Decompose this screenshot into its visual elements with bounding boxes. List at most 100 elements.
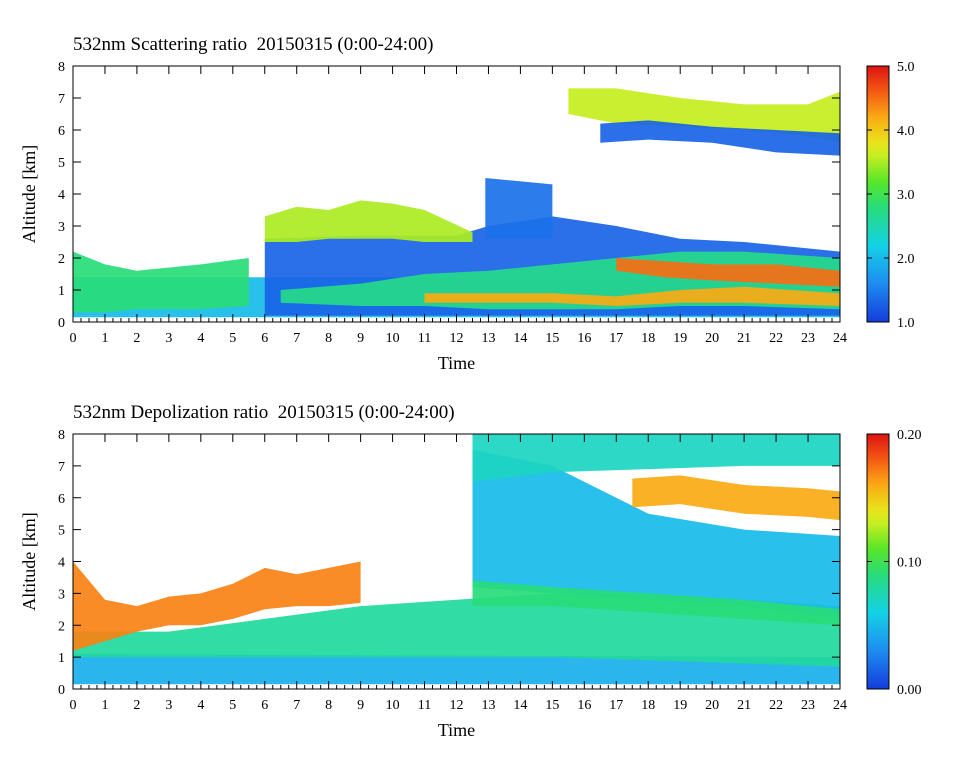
heatmap-region-7 bbox=[472, 434, 840, 482]
x-tick-label: 9 bbox=[357, 331, 364, 346]
x-axis-label: Time bbox=[438, 720, 475, 740]
x-tick-label: 1 bbox=[101, 698, 108, 713]
x-tick-label: 18 bbox=[641, 331, 655, 346]
heatmap-region-7 bbox=[616, 258, 840, 287]
x-tick-label: 3 bbox=[165, 698, 172, 713]
x-tick-label: 12 bbox=[450, 698, 464, 713]
x-tick-label: 12 bbox=[450, 331, 464, 346]
x-tick-label: 7 bbox=[293, 698, 300, 713]
x-tick-label: 8 bbox=[325, 331, 332, 346]
x-tick-label: 11 bbox=[418, 698, 431, 713]
heatmap-region-9 bbox=[568, 88, 840, 143]
x-tick-label: 11 bbox=[418, 331, 431, 346]
colorbar-tick-label: 5.0 bbox=[897, 60, 915, 75]
x-tick-label: 5 bbox=[229, 698, 236, 713]
x-tick-label: 19 bbox=[673, 331, 687, 346]
x-tick-label: 6 bbox=[261, 331, 268, 346]
colorbar-tick-label: 4.0 bbox=[897, 124, 915, 139]
heatmap-region-6 bbox=[424, 286, 840, 306]
heatmap-region-3 bbox=[73, 561, 361, 651]
y-tick-label: 7 bbox=[58, 92, 65, 107]
x-tick-label: 21 bbox=[737, 698, 751, 713]
x-tick-label: 24 bbox=[833, 698, 847, 713]
colorbar-tick-label: 0.10 bbox=[897, 556, 922, 571]
heatmap-region-4 bbox=[485, 178, 553, 239]
colorbar-tick-label: 0.20 bbox=[897, 428, 922, 443]
y-tick-label: 1 bbox=[58, 651, 65, 666]
x-axis-label: Time bbox=[438, 353, 475, 373]
x-tick-label: 1 bbox=[101, 331, 108, 346]
x-tick-label: 17 bbox=[609, 331, 623, 346]
x-tick-label: 13 bbox=[481, 698, 495, 713]
x-tick-label: 19 bbox=[673, 698, 687, 713]
y-tick-label: 1 bbox=[58, 284, 65, 299]
y-axis-label: Altitude [km] bbox=[19, 512, 39, 610]
x-tick-label: 24 bbox=[833, 331, 847, 346]
chart-title: 532nm Scattering ratio 20150315 (0:00-24… bbox=[73, 34, 433, 55]
y-tick-label: 8 bbox=[58, 60, 65, 75]
x-tick-label: 0 bbox=[70, 331, 77, 346]
colorbar-tick-label: 2.0 bbox=[897, 252, 915, 267]
x-tick-label: 21 bbox=[737, 331, 751, 346]
y-tick-label: 0 bbox=[58, 683, 65, 698]
heatmap-region-6 bbox=[632, 475, 840, 521]
x-tick-label: 13 bbox=[481, 331, 495, 346]
chart-title: 532nm Depolization ratio 20150315 (0:00-… bbox=[73, 402, 455, 423]
x-tick-label: 20 bbox=[705, 698, 719, 713]
x-tick-label: 4 bbox=[197, 698, 204, 713]
x-tick-label: 23 bbox=[801, 698, 815, 713]
colorbar: 1.0 2.0 3.0 4.0 5.0 bbox=[866, 60, 915, 331]
x-tick-label: 4 bbox=[197, 331, 204, 346]
y-tick-label: 7 bbox=[58, 460, 65, 475]
x-tick-label: 5 bbox=[229, 331, 236, 346]
x-tick-label: 7 bbox=[293, 331, 300, 346]
x-tick-label: 6 bbox=[261, 698, 268, 713]
x-tick-label: 10 bbox=[386, 331, 400, 346]
y-axis-label: Altitude [km] bbox=[19, 145, 39, 243]
colorbar-tick-label: 1.0 bbox=[897, 316, 915, 331]
x-tick-label: 16 bbox=[577, 331, 591, 346]
colorbar-tick-label: 0.00 bbox=[897, 683, 922, 698]
heatmap-region-5 bbox=[472, 580, 840, 626]
heatmap-region-8 bbox=[264, 200, 473, 242]
colorbar: 0.00 0.10 0.20 bbox=[866, 428, 922, 698]
x-tick-label: 23 bbox=[801, 331, 815, 346]
x-tick-label: 18 bbox=[641, 698, 655, 713]
y-tick-label: 5 bbox=[58, 156, 65, 171]
y-tick-label: 5 bbox=[58, 524, 65, 539]
x-tick-label: 14 bbox=[513, 698, 527, 713]
y-tick-label: 0 bbox=[58, 316, 65, 331]
heatmap-region-4 bbox=[472, 449, 840, 619]
x-tick-label: 3 bbox=[165, 331, 172, 346]
x-tick-label: 2 bbox=[133, 331, 140, 346]
y-tick-label: 2 bbox=[58, 252, 65, 267]
y-tick-label: 4 bbox=[58, 556, 65, 571]
x-tick-label: 22 bbox=[769, 331, 783, 346]
y-tick-label: 3 bbox=[58, 587, 65, 602]
heatmap-region-2 bbox=[73, 251, 249, 313]
heatmap-regions bbox=[73, 434, 840, 685]
chart-panel-2: 0 1 2 3 4 5 6 7 8 9 10 11 12 13 14 15 16 17 18 19 20 21 22 23 24… bbox=[19, 402, 922, 740]
x-tick-label: 15 bbox=[545, 331, 559, 346]
x-tick-label: 10 bbox=[386, 698, 400, 713]
x-tick-label: 2 bbox=[133, 698, 140, 713]
x-tick-label: 0 bbox=[70, 698, 77, 713]
heatmap-region-1 bbox=[73, 653, 840, 685]
x-tick-label: 22 bbox=[769, 698, 783, 713]
y-tick-label: 8 bbox=[58, 428, 65, 443]
heatmap-regions bbox=[73, 88, 840, 318]
x-tick-label: 9 bbox=[357, 698, 364, 713]
x-tick-label: 17 bbox=[609, 698, 623, 713]
colorbar-tick-label: 3.0 bbox=[897, 188, 915, 203]
x-tick-label: 15 bbox=[545, 698, 559, 713]
x-tick-label: 20 bbox=[705, 331, 719, 346]
y-tick-label: 3 bbox=[58, 220, 65, 235]
heatmap-region-10 bbox=[600, 120, 840, 156]
x-tick-label: 16 bbox=[577, 698, 591, 713]
x-tick-label: 14 bbox=[513, 331, 527, 346]
chart-panel-1: 0 1 2 3 4 5 6 7 8 9 10 11 12 13 14 15 16 17 18 19 20 21 22 23 24… bbox=[19, 34, 915, 373]
y-tick-label: 6 bbox=[58, 492, 65, 507]
y-tick-label: 4 bbox=[58, 188, 65, 203]
y-tick-label: 2 bbox=[58, 619, 65, 634]
